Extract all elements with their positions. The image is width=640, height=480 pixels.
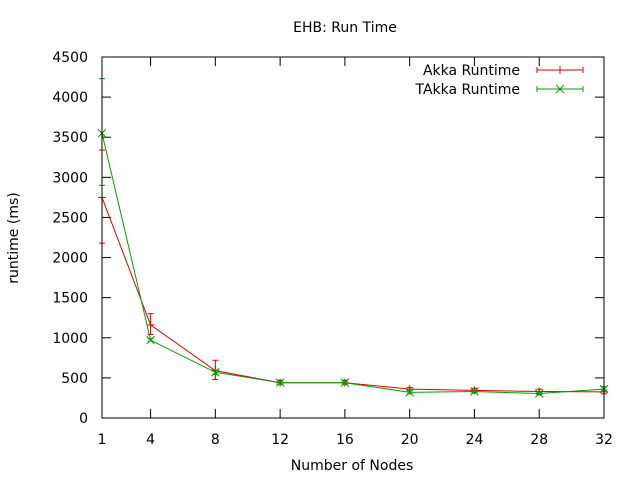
series-takka (97, 78, 609, 398)
point-marker (534, 389, 544, 398)
x-tick-label: 8 (211, 432, 220, 448)
y-axis-label: runtime (ms) (6, 192, 22, 283)
legend-label: TAkka Runtime (414, 82, 520, 98)
legend-label: Akka Runtime (423, 63, 520, 79)
point-marker (275, 378, 285, 388)
plot-frame (101, 56, 605, 419)
y-tick-label: 1000 (52, 331, 88, 347)
x-tick-label: 32 (595, 432, 613, 448)
chart-title: EHB: Run Time (293, 20, 397, 36)
series-line (101, 197, 605, 393)
x-tick-label: 24 (466, 432, 484, 448)
x-axis-label: Number of Nodes (291, 458, 413, 474)
series-line (101, 133, 605, 395)
y-tick-label: 2000 (52, 251, 88, 267)
series-akka (98, 149, 608, 396)
y-tick-label: 3000 (52, 170, 88, 186)
x-tick-label: 16 (336, 432, 354, 448)
x-tick-label: 1 (98, 432, 107, 448)
point-marker (211, 367, 220, 377)
x-tick-label: 4 (146, 432, 155, 448)
y-tick-label: 500 (61, 371, 88, 387)
y-tick-label: 3500 (52, 130, 88, 146)
series-layer (97, 78, 609, 398)
y-tick-label: 0 (79, 411, 88, 427)
x-tick-label: 20 (401, 432, 419, 448)
point-marker (555, 84, 565, 94)
point-marker (470, 387, 479, 396)
x-tick-label: 12 (271, 432, 289, 448)
axis-ticks: 0 500 1000 1500 2000 2500 3000 3500 4000 4500 1 4 8 1… (52, 50, 613, 448)
y-tick-label: 4500 (52, 50, 88, 66)
y-tick-label: 1500 (52, 291, 88, 307)
y-tick-label: 2500 (52, 210, 88, 226)
point-marker (340, 378, 350, 388)
point-marker (146, 335, 155, 345)
legend: Akka Runtime TAkka Runtime (414, 63, 584, 98)
y-tick-label: 4000 (52, 90, 88, 106)
x-tick-label: 28 (530, 432, 548, 448)
point-marker (405, 387, 415, 397)
